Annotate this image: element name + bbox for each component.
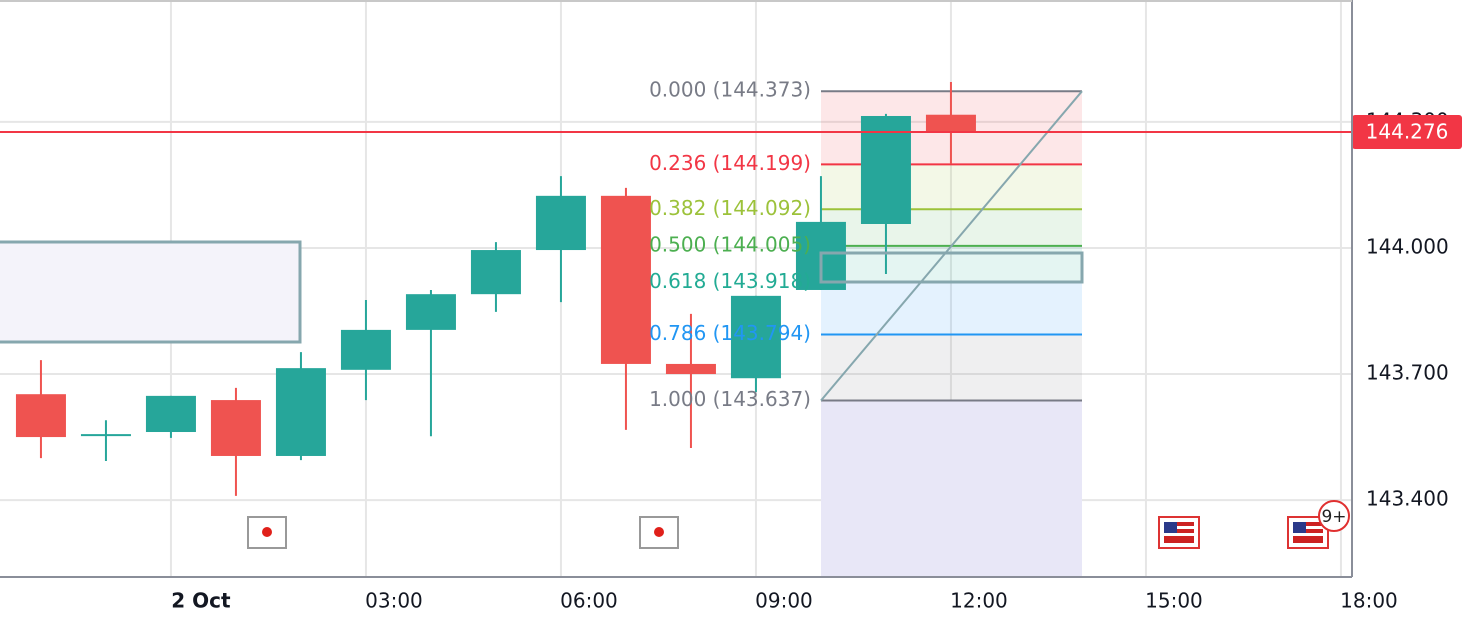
drawn-rectangle[interactable] xyxy=(819,251,1084,284)
fib-level-label: 0.500 (144.005) xyxy=(649,232,811,256)
flag-canton xyxy=(1164,522,1177,533)
y-tick-label: 143.700 xyxy=(1366,361,1449,385)
x-tick-label: 09:00 xyxy=(755,589,813,613)
x-tick-label: 06:00 xyxy=(560,589,618,613)
event-flag-us[interactable] xyxy=(1158,516,1200,549)
flag-dot xyxy=(262,527,272,537)
fib-band xyxy=(821,282,1082,335)
candle-body xyxy=(275,368,326,456)
candle-body xyxy=(405,294,456,330)
fib-band xyxy=(821,245,1082,283)
fib-level-label: 0.618 (143.918) xyxy=(649,269,811,293)
last-price-box xyxy=(1352,114,1462,149)
candle-body xyxy=(535,195,586,251)
flag-dot xyxy=(654,527,664,537)
events-badge: 9+ xyxy=(1321,507,1346,527)
y-tick-label: 144.000 xyxy=(1366,234,1449,258)
candle-body xyxy=(340,329,391,370)
candle-body xyxy=(145,395,196,433)
candle-body xyxy=(15,394,66,438)
fib-trend-line xyxy=(820,90,1083,402)
fib-band xyxy=(821,209,1082,246)
event-flag-jp[interactable] xyxy=(639,516,679,549)
x-tick-label: 15:00 xyxy=(1145,589,1203,613)
last-price-label: 144.276 xyxy=(1366,119,1449,143)
candle-body xyxy=(80,434,131,437)
x-tick-label: 03:00 xyxy=(365,589,423,613)
candle-body xyxy=(665,363,716,375)
badge-circle xyxy=(1318,500,1350,532)
y-tick-label: 143.400 xyxy=(1366,487,1449,511)
drawn-rectangle[interactable] xyxy=(0,240,302,344)
flag-stripe xyxy=(1164,526,1194,529)
flag-frame xyxy=(247,516,287,549)
x-tick-label: 18:00 xyxy=(1340,589,1398,613)
x-tick-label: 2 Oct xyxy=(171,589,231,613)
fib-level-label: 1.000 (143.637) xyxy=(649,387,811,411)
x-tick-label: 12:00 xyxy=(950,589,1008,613)
flag-canton xyxy=(1293,522,1306,533)
candle-body xyxy=(600,195,651,364)
fib-level-label: 0.786 (143.794) xyxy=(649,321,811,345)
flag-stripe xyxy=(1293,526,1323,529)
candle-body xyxy=(470,250,521,295)
event-flag-jp[interactable] xyxy=(247,516,287,549)
marks-layer xyxy=(0,81,1352,496)
flag-stripe xyxy=(1293,533,1323,536)
candle-body xyxy=(730,295,781,379)
candle-body xyxy=(860,115,911,224)
event-flag-us[interactable]: 9+ xyxy=(1287,500,1350,549)
fib-level-label: 0.236 (144.199) xyxy=(649,151,811,175)
fib-level-label: 0.000 (144.373) xyxy=(649,78,811,102)
candle-body xyxy=(210,400,261,456)
fib-extension-zone xyxy=(821,400,1082,577)
fib-band xyxy=(821,334,1082,401)
fib-level-label: 0.382 (144.092) xyxy=(649,196,811,220)
flag-stripe xyxy=(1164,533,1194,536)
candle-body xyxy=(925,114,976,132)
fib-band xyxy=(821,164,1082,210)
